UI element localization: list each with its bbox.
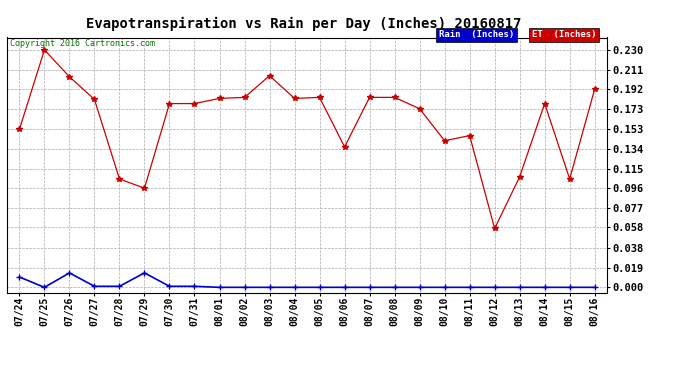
Text: Evapotranspiration vs Rain per Day (Inches) 20160817: Evapotranspiration vs Rain per Day (Inch…: [86, 17, 522, 31]
Text: Rain  (Inches): Rain (Inches): [439, 30, 514, 39]
Text: ET  (Inches): ET (Inches): [532, 30, 597, 39]
Text: Copyright 2016 Cartronics.com: Copyright 2016 Cartronics.com: [10, 39, 155, 48]
